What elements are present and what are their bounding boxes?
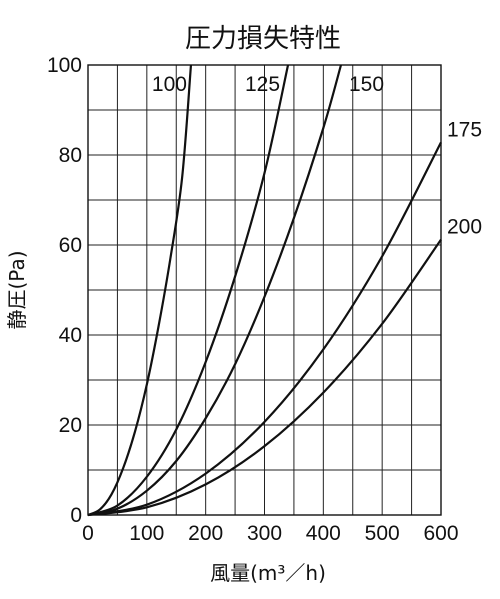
series-line-200 [87,238,442,517]
x-tick-label: 100 [129,522,164,545]
series-labels: 100 125 150 175 200 [152,73,482,239]
x-tick-label: 600 [423,522,458,545]
series-line-100 [87,64,193,517]
y-tick-label: 40 [59,324,82,347]
x-tick-label: 500 [365,522,400,545]
y-tick-label: 80 [59,144,82,167]
series-label-200: 200 [447,216,482,239]
series-line-175 [87,141,442,517]
x-tick-label: 200 [188,522,223,545]
tick-labels: 0 100 200 300 400 500 600 0 20 40 60 80 100 [47,54,459,545]
series-line-150 [87,64,343,517]
y-tick-label: 20 [59,414,82,437]
x-tick-label: 0 [82,522,94,545]
y-tick-label: 60 [59,234,82,257]
series-label-150: 150 [349,73,384,96]
y-axis-label: 静圧(Pa) [5,250,29,329]
series-line-125 [87,64,290,517]
series-label-125: 125 [245,73,280,96]
x-tick-label: 300 [247,522,282,545]
x-tick-label: 400 [306,522,341,545]
grid [88,65,441,515]
x-axis-label: 風量(m³／h) [210,561,326,585]
series-label-175: 175 [447,118,482,141]
plot-frame [87,64,442,516]
y-tick-label: 0 [70,504,82,527]
y-tick-label: 100 [47,54,82,77]
series-lines [87,64,442,517]
series-label-100: 100 [152,73,187,96]
chart-title: 圧力損失特性 [185,24,341,54]
